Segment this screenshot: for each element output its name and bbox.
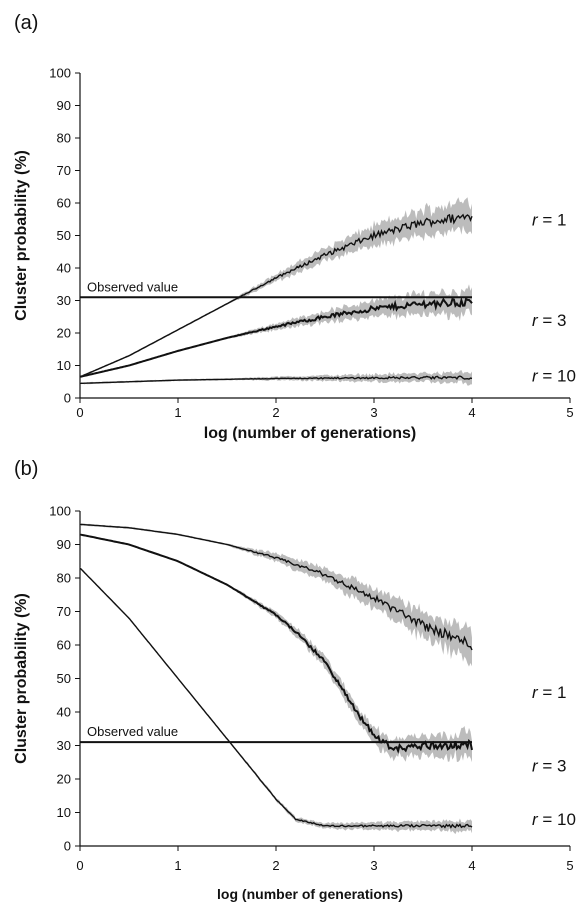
series-line-2 [79, 296, 473, 378]
y-tick-label: 0 [64, 391, 71, 406]
series-line-1 [79, 213, 473, 378]
y-tick-label: 0 [64, 839, 71, 854]
x-tick-label: 0 [76, 858, 83, 873]
x-tick-label: 4 [468, 405, 475, 420]
y-tick-label: 20 [57, 326, 71, 341]
x-tick-label: 1 [174, 405, 181, 420]
chart-panel-a: (a) 0 10 20 30 40 50 60 70 80 90 100 0 1 2 3 4 5 log (numb… [13, 12, 576, 442]
y-tick-label: 50 [57, 228, 71, 243]
series-line-1 [79, 523, 473, 651]
series-label-1: r = 1 [532, 683, 567, 702]
x-tick-label: 0 [76, 405, 83, 420]
y-tick-label: 50 [57, 671, 71, 686]
series-label-3: r = 10 [532, 810, 576, 829]
y-tick-label: 90 [57, 98, 71, 113]
series-variance-band [80, 523, 472, 667]
y-tick-label: 20 [57, 772, 71, 787]
panel-label: (b) [14, 458, 38, 480]
x-tick-label: 1 [174, 858, 181, 873]
x-tick-label: 4 [468, 858, 475, 873]
y-tick-label: 30 [57, 293, 71, 308]
y-tick-label: 10 [57, 805, 71, 820]
series-line-3 [79, 375, 473, 385]
y-tick-label: 70 [57, 604, 71, 619]
y-tick-label: 80 [57, 571, 71, 586]
y-axis-title: Cluster probability (%) [13, 593, 30, 764]
y-tick-label: 30 [57, 738, 71, 753]
observed-value-label: Observed value [87, 279, 178, 294]
x-tick-label: 3 [370, 858, 377, 873]
y-tick-label: 10 [57, 358, 71, 373]
x-tick-label: 5 [566, 858, 573, 873]
y-tick-label: 40 [57, 261, 71, 276]
series-label-1: r = 1 [532, 210, 567, 229]
x-tick-label: 2 [272, 405, 279, 420]
y-tick-label: 60 [57, 196, 71, 211]
y-tick-label: 100 [49, 66, 71, 81]
x-tick-label: 2 [272, 858, 279, 873]
y-tick-label: 100 [49, 504, 71, 519]
x-axis-title: log (number of generations) [204, 425, 416, 442]
y-tick-label: 70 [57, 163, 71, 178]
chart-panel-b: (b) 0 10 20 30 40 50 60 70 80 90 100 0 1 2 3 4 5 log (numb… [13, 458, 576, 902]
x-tick-label: 3 [370, 405, 377, 420]
panel-label: (a) [14, 12, 38, 34]
y-tick-label: 90 [57, 537, 71, 552]
x-tick-label: 5 [566, 405, 573, 420]
series-line-2 [79, 533, 473, 754]
series-label-2: r = 3 [532, 311, 567, 330]
series-variance-band [80, 197, 472, 378]
series-label-3: r = 10 [532, 366, 576, 385]
y-tick-label: 80 [57, 131, 71, 146]
series-line-3 [79, 567, 473, 829]
series-label-2: r = 3 [532, 757, 567, 776]
x-axis-title: log (number of generations) [217, 886, 403, 902]
y-tick-label: 40 [57, 705, 71, 720]
y-tick-label: 60 [57, 638, 71, 653]
series-variance-band [80, 533, 472, 763]
y-axis-title: Cluster probability (%) [13, 150, 30, 321]
observed-value-label: Observed value [87, 724, 178, 739]
